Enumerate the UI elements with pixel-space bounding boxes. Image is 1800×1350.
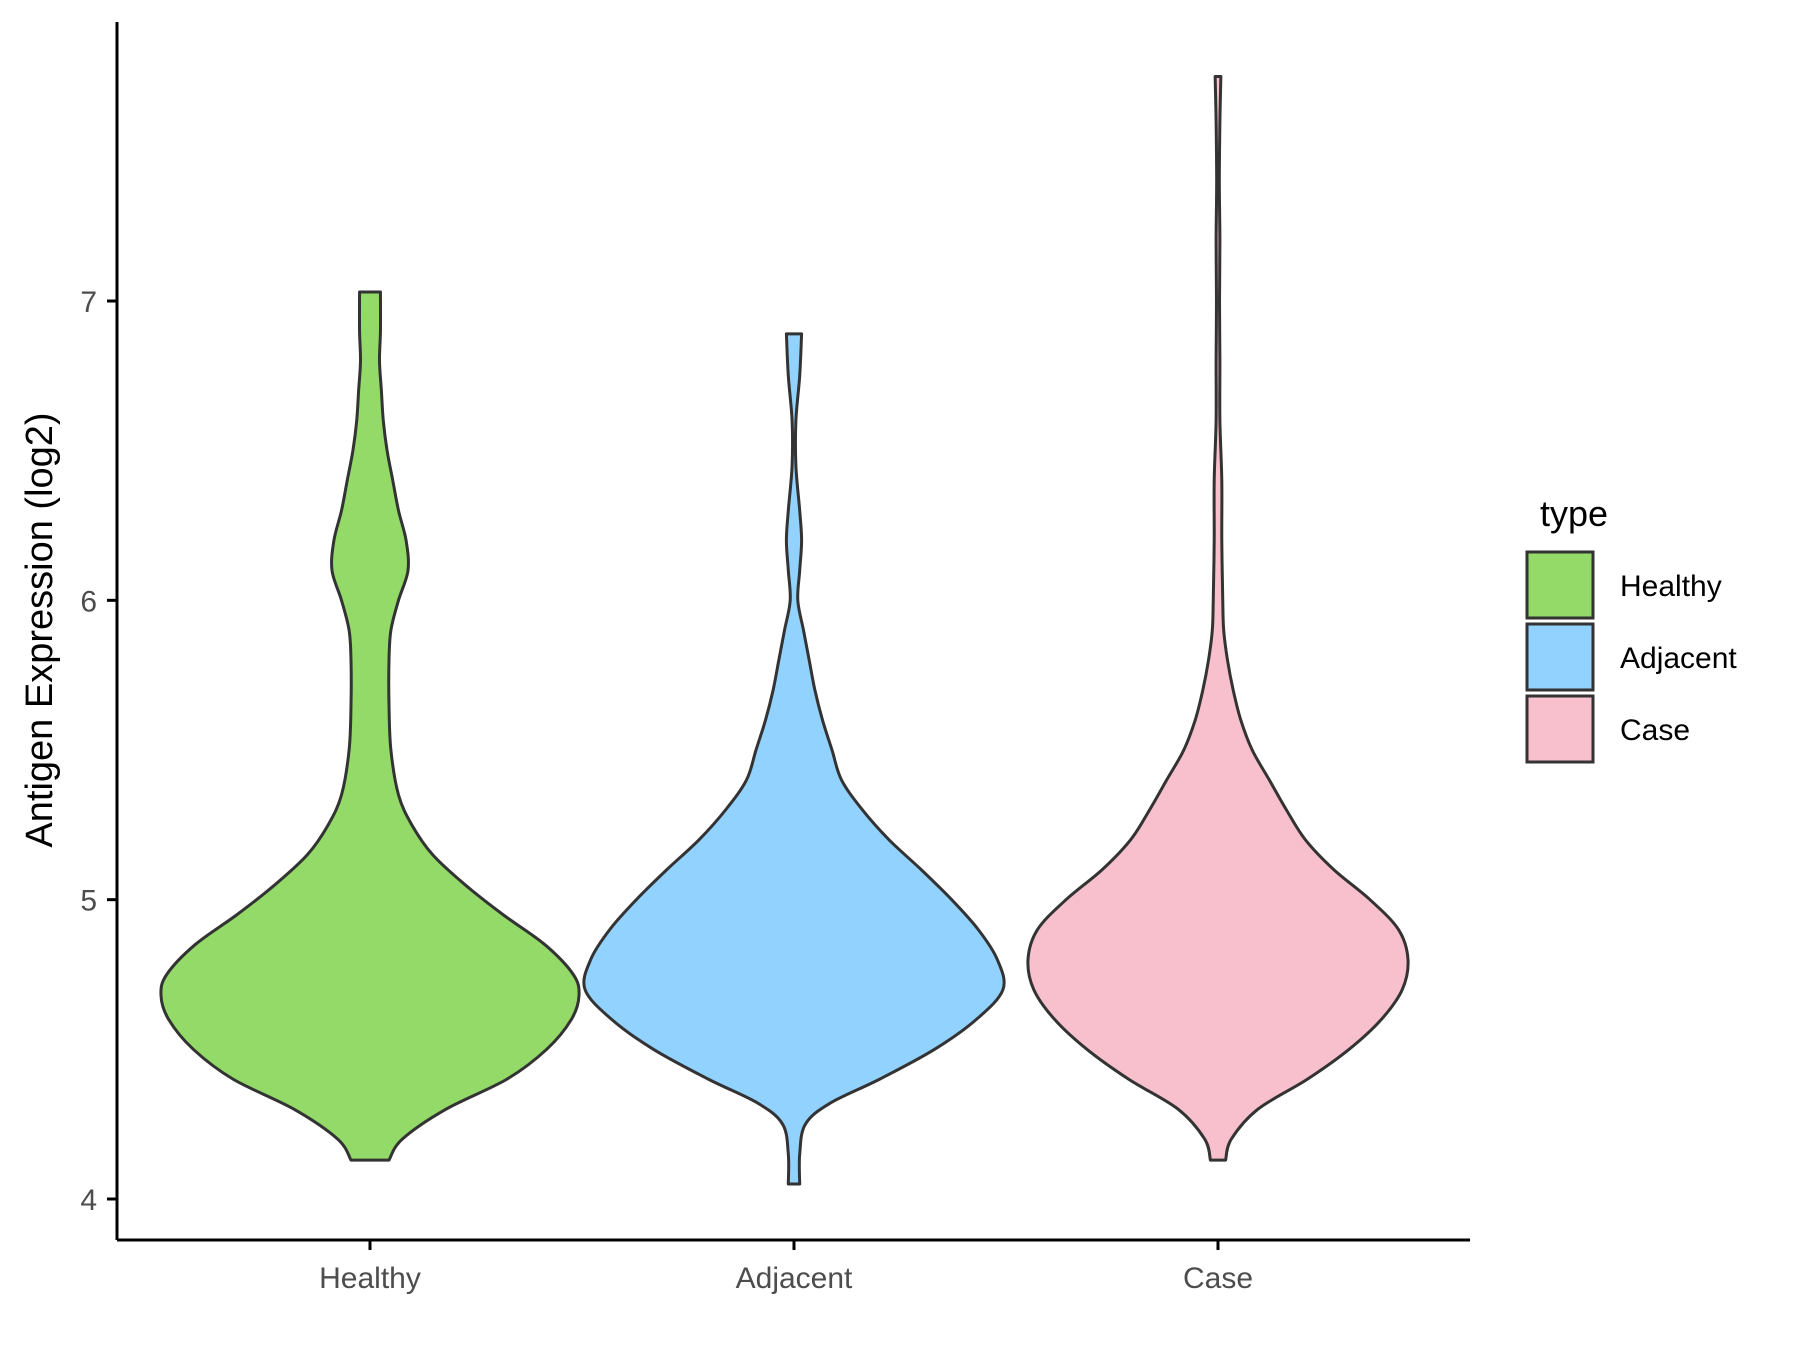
y-ticks-group: 4 5 6 7 <box>80 286 117 1217</box>
legend-label-case: Case <box>1620 714 1690 747</box>
y-tick-label: 4 <box>80 1184 97 1217</box>
violins-group <box>159 75 1410 1186</box>
y-tick-label: 7 <box>80 286 97 319</box>
violin-adjacent <box>582 332 1006 1186</box>
legend-items: Healthy Adjacent Case <box>1525 550 1737 764</box>
x-tick-label: Case <box>1183 1262 1253 1295</box>
legend-label-healthy: Healthy <box>1620 570 1722 603</box>
legend-key-adjacent <box>1525 622 1595 692</box>
y-tick-label: 5 <box>80 885 97 918</box>
y-tick-label: 6 <box>80 585 97 618</box>
legend: type Healthy Adjacent Case <box>1525 493 1737 764</box>
x-ticks-group: Healthy Adjacent Case <box>319 1240 1253 1295</box>
violin-healthy <box>159 290 581 1162</box>
legend-key-healthy <box>1525 550 1595 620</box>
legend-key-case <box>1525 694 1595 764</box>
y-axis-title: Antigen Expression (log2) <box>19 412 61 847</box>
violin-case <box>1026 75 1410 1162</box>
x-tick-label: Adjacent <box>736 1262 853 1295</box>
legend-title: type <box>1540 493 1608 534</box>
x-tick-label: Healthy <box>319 1262 421 1295</box>
legend-label-adjacent: Adjacent <box>1620 642 1737 675</box>
